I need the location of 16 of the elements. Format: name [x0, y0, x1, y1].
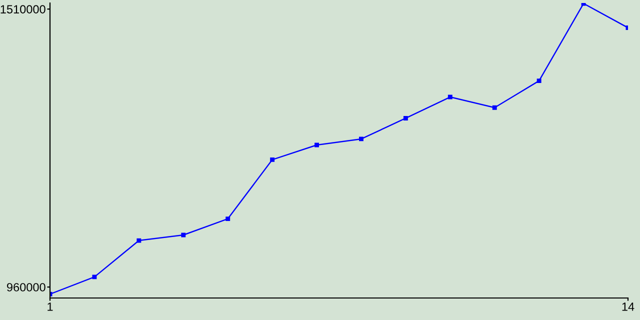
point: [181, 232, 186, 238]
point: [226, 216, 230, 222]
point: [314, 142, 319, 148]
point: [92, 274, 97, 280]
point: [403, 116, 408, 120]
x-tick-label: 1: [48, 302, 53, 311]
point: [359, 136, 364, 142]
line-series: [50, 3, 628, 296]
point: [536, 78, 542, 84]
point: [492, 105, 497, 110]
point: [448, 94, 452, 100]
y-tick-label: 1510000: [0, 5, 46, 14]
x-tick-label: 14: [622, 302, 634, 311]
point: [136, 238, 142, 243]
point: [270, 157, 275, 162]
y-tick-label: 960000: [6, 283, 46, 292]
